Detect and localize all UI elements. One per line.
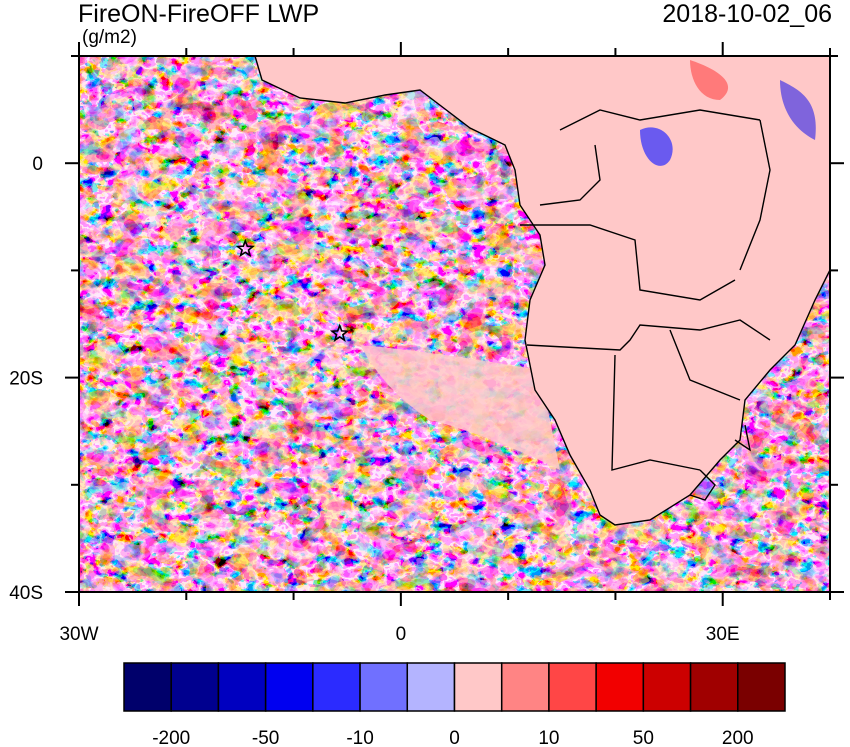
colorbar-swatch xyxy=(548,662,597,712)
timestamp-label: 2018-10-02_06 xyxy=(662,0,832,28)
axis-ticks xyxy=(65,42,844,606)
colorbar-label: 50 xyxy=(633,728,654,747)
star-marker-icon xyxy=(235,238,256,258)
colorbar-swatch xyxy=(359,662,409,712)
colorbar-label: -10 xyxy=(346,728,373,747)
map-title: FireON-FireOFF LWP xyxy=(78,0,320,28)
colorbar-swatch xyxy=(642,662,692,712)
lat-label: 20S xyxy=(9,369,43,390)
colorbar-swatch xyxy=(689,662,739,712)
colorbar-swatch xyxy=(312,662,361,712)
longitude-labels: 30W 0 30E xyxy=(59,624,739,645)
marker-layer xyxy=(235,238,350,342)
colorbar-swatch xyxy=(453,662,503,712)
colorbar-swatch xyxy=(170,662,220,712)
map-frame xyxy=(78,55,831,593)
colorbar-swatch xyxy=(595,662,645,712)
colorbar: -200 -50 -10 0 10 50 200 xyxy=(123,662,786,747)
colorbar-swatch xyxy=(264,662,314,712)
lon-label: 0 xyxy=(396,624,407,645)
colorbar-swatch xyxy=(406,662,456,712)
latitude-labels: 0 20S 40S xyxy=(9,154,43,604)
lat-label: 0 xyxy=(32,154,43,175)
lon-label: 30W xyxy=(59,624,98,645)
country-borders xyxy=(254,56,830,526)
colorbar-label: 0 xyxy=(449,728,460,747)
colorbar-label: 200 xyxy=(722,728,754,747)
lwp-difference-field xyxy=(79,56,830,592)
units-label: (g/m2) xyxy=(82,27,137,48)
africa-landmass xyxy=(255,56,830,525)
colorbar-swatch xyxy=(737,662,786,712)
lon-label: 30E xyxy=(706,624,740,645)
colorbar-label: -50 xyxy=(252,728,279,747)
star-marker-icon xyxy=(329,323,350,342)
colorbar-label: -200 xyxy=(152,728,190,747)
colorbar-swatch xyxy=(217,662,267,712)
colorbar-swatch xyxy=(123,662,172,712)
colorbar-label: 10 xyxy=(538,728,559,747)
colorbar-swatch xyxy=(500,662,550,712)
lat-label: 40S xyxy=(9,583,43,604)
